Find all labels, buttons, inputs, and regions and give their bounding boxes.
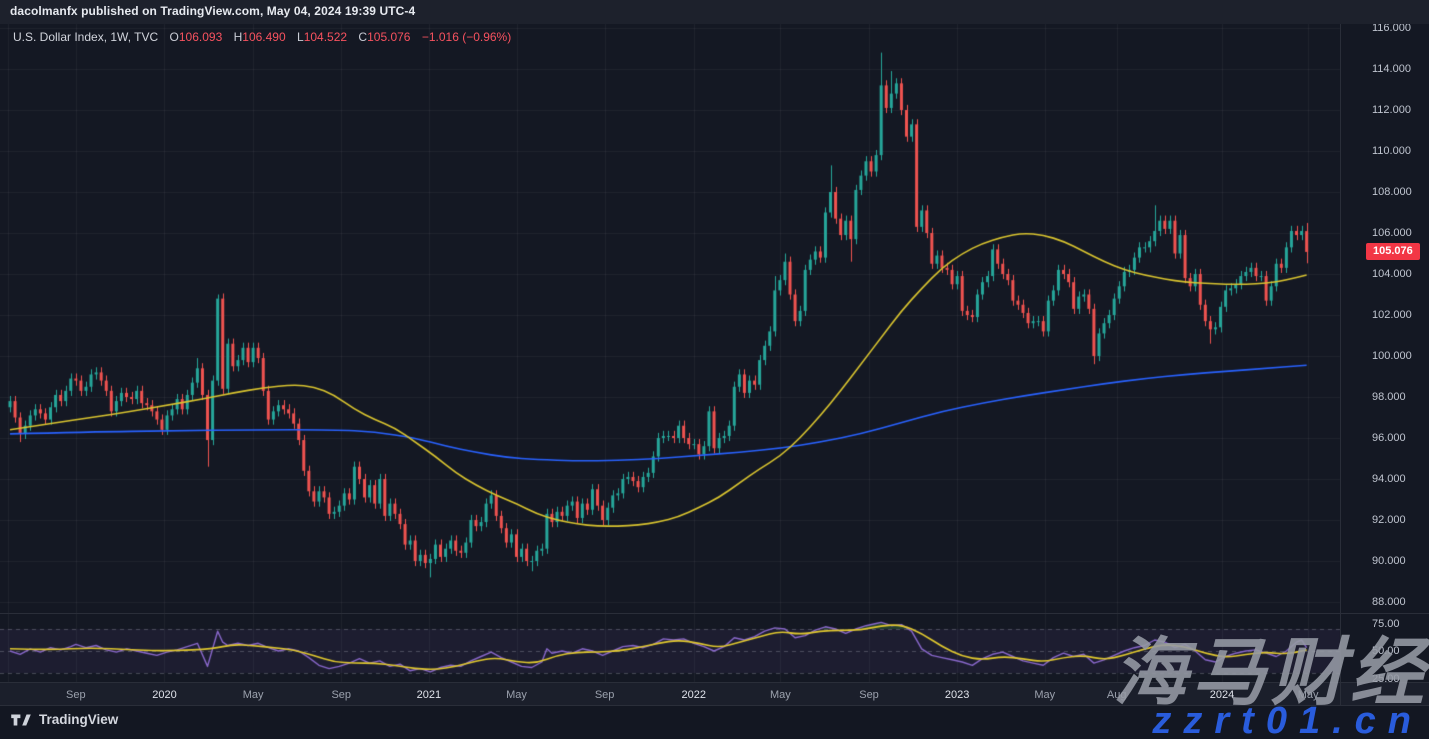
published-header-text: dacolmanfx published on TradingView.com,… (10, 4, 416, 18)
watermark-cjk: 海马财经 (1113, 631, 1429, 714)
time-tick-label-2020: 2020 (152, 689, 177, 701)
price-tick-label: 112.000 (1372, 104, 1411, 116)
low-value: 104.522 (303, 30, 348, 44)
price-tick-label: 106.000 (1372, 227, 1412, 239)
time-tick-label-sep: Sep (859, 689, 879, 701)
rsi-tick-label: 25.00 (1372, 672, 1400, 685)
time-tick-label-2023: 2023 (944, 689, 970, 701)
symbol-title[interactable]: U.S. Dollar Index, 1W, TVC (13, 30, 159, 44)
time-axis[interactable]: Sep 2020 May Sep 2021 May Sep 2022 May Sep 2023 May… (0, 682, 1340, 705)
time-tick-label-sep: Sep (594, 689, 615, 701)
footer-separator (0, 705, 1429, 706)
price-tick-label: 92.000 (1372, 514, 1406, 526)
time-tick-label-sep: Sep (66, 689, 86, 701)
published-header-bar: dacolmanfx published on TradingView.com,… (0, 0, 1429, 24)
time-tick-label-2024: 2024 (1209, 689, 1235, 701)
tradingview-logo[interactable]: TradingView (10, 712, 118, 727)
rsi-tick-label: 75.00 (1372, 617, 1400, 630)
rsi-tick-label: 50.00 (1372, 645, 1400, 657)
open-value: 106.093 (178, 30, 223, 44)
time-tick-label-2021: 2021 (416, 689, 442, 701)
price-tick-label: 114.000 (1372, 63, 1411, 75)
high-value: 106.490 (242, 30, 286, 44)
time-tick-label-aug: Aug (1106, 689, 1127, 701)
close-value: 105.076 (367, 30, 411, 44)
price-tick-label: 98.000 (1372, 391, 1406, 403)
watermark-url: zzrt01.cn (1152, 700, 1423, 739)
price-tick-label: 108.000 (1372, 186, 1412, 198)
price-axis[interactable]: 116.000 114.000 112.000 110.000 108.000 106.0… (1341, 22, 1429, 685)
price-tick-label: 100.000 (1372, 350, 1412, 362)
tradingview-brand-text: TradingView (39, 712, 119, 727)
time-tick-label-may: May (506, 689, 527, 701)
time-tick-label-2022: 2022 (681, 689, 707, 701)
time-tick-label-may: May (1297, 689, 1319, 701)
high-label: H (233, 30, 243, 44)
price-tick-label: 110.000 (1372, 145, 1411, 157)
price-tick-label: 102.000 (1372, 309, 1412, 321)
price-tick-label: 96.000 (1372, 432, 1406, 444)
pane-separator[interactable] (0, 613, 1429, 614)
time-tick-label-sep: Sep (331, 689, 352, 701)
price-tick-label: 90.000 (1372, 555, 1406, 567)
symbol-legend: U.S. Dollar Index, 1W, TVC O106.093 H106… (13, 30, 511, 44)
tradingview-mark-icon (10, 713, 32, 727)
price-tick-label: 88.000 (1372, 596, 1406, 608)
price-tick-label: 94.000 (1372, 473, 1406, 485)
axis-separator (0, 682, 1429, 683)
price-tick-label: 104.000 (1372, 268, 1412, 280)
price-tick-label: 116.000 (1372, 22, 1411, 34)
open-label: O (169, 30, 179, 44)
time-tick-label-may: May (242, 689, 264, 701)
change-value: −1.016 (−0.96%) (421, 30, 512, 44)
close-label: C (358, 30, 368, 44)
price-axis-border (1340, 24, 1341, 705)
time-tick-label-may: May (769, 689, 791, 701)
last-price-tag: 105.076 (1366, 243, 1420, 261)
time-tick-label-may: May (1034, 689, 1056, 701)
low-label: L (297, 30, 304, 44)
